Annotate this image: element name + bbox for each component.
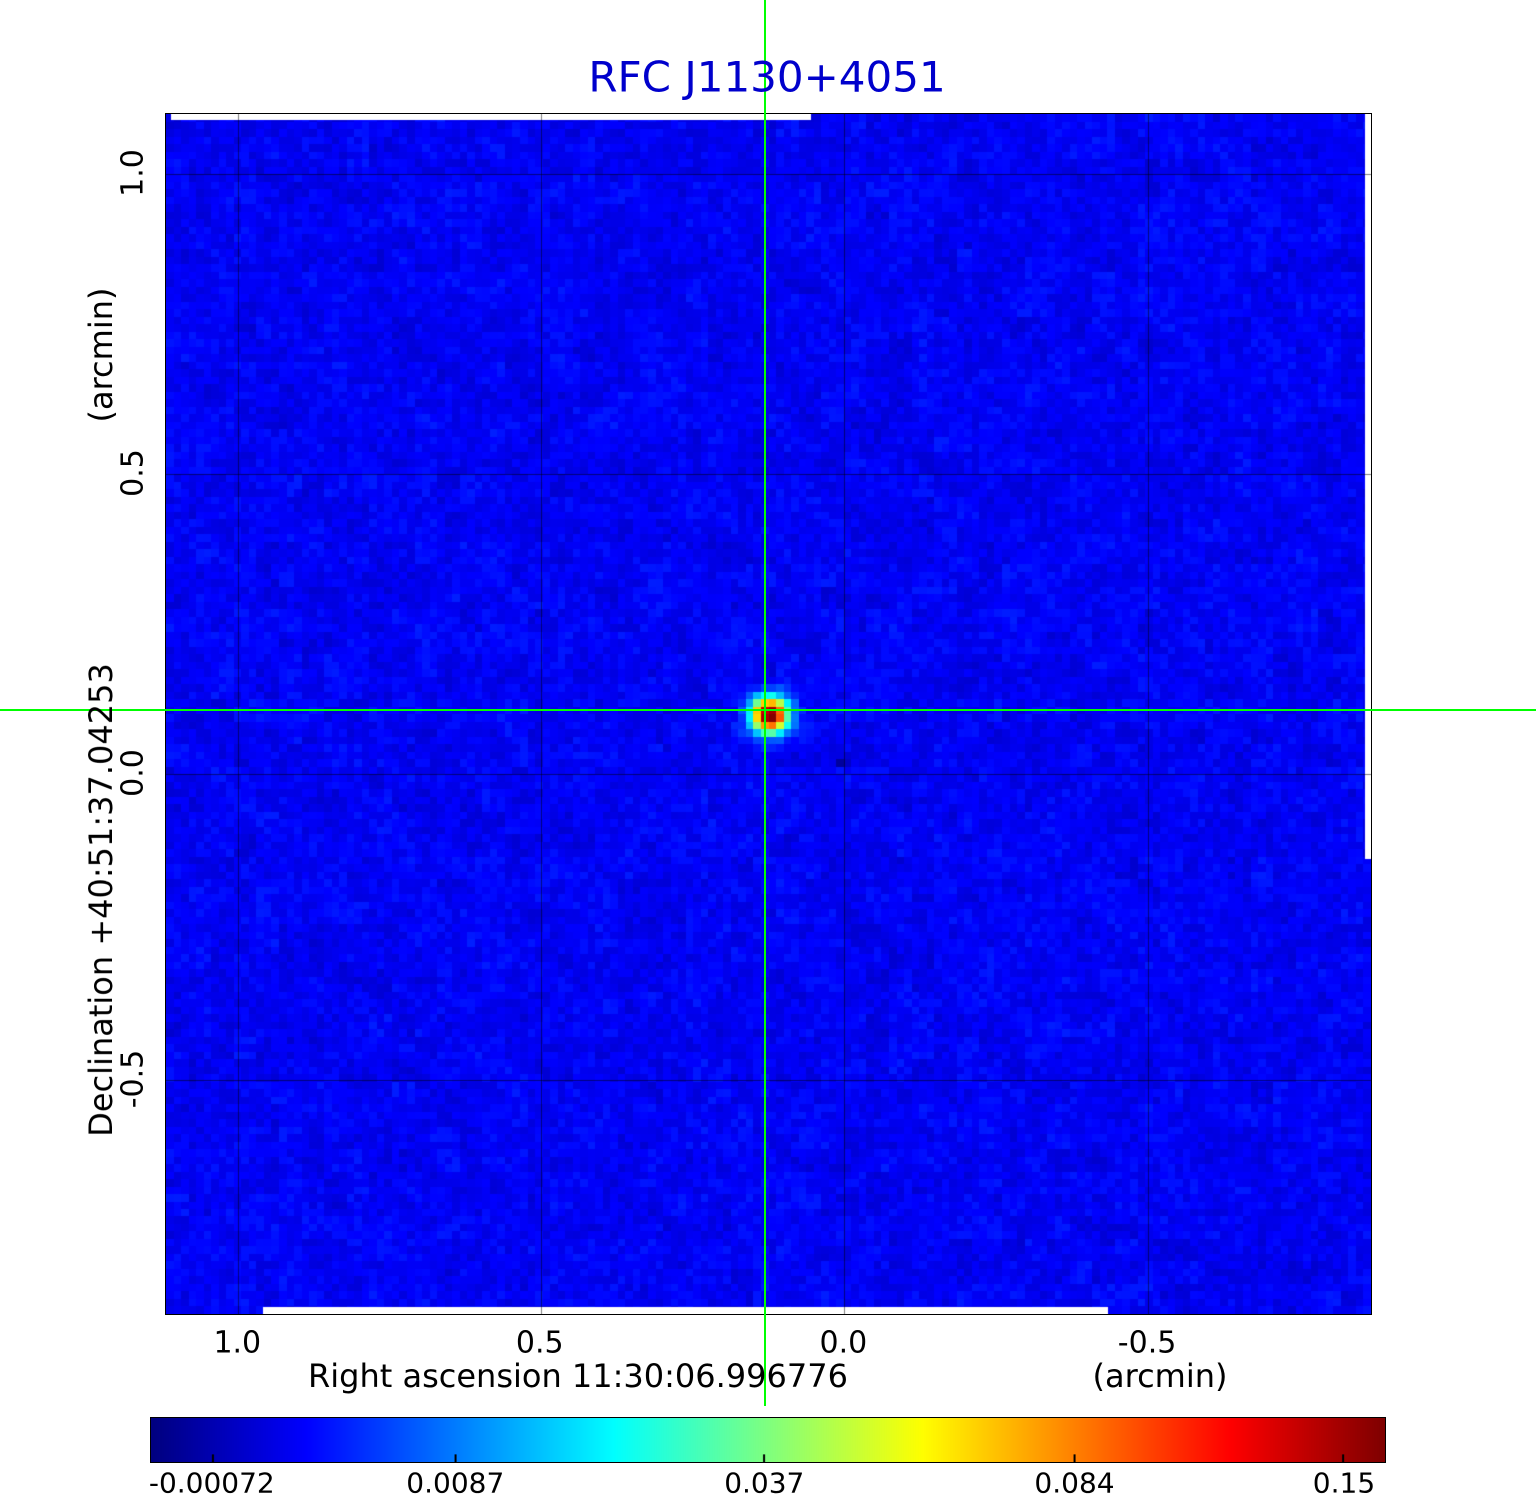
colorbar-tick-label: 0.15 [1312, 1466, 1376, 1500]
x-axis-unit-label: (arcmin) [1092, 1357, 1228, 1395]
x-axis-label: Right ascension 11:30:06.996776 [308, 1357, 848, 1395]
colorbar [150, 1417, 1386, 1463]
sky-image-plot [165, 113, 1372, 1315]
x-axis-tick-label: 1.0 [213, 1325, 262, 1361]
y-axis-tick-label: 0.5 [115, 449, 151, 497]
y-axis-tick-label: 0.0 [115, 749, 151, 797]
x-axis-tick-label: 0.5 [515, 1325, 564, 1361]
x-axis-tick-label: -0.5 [1117, 1325, 1177, 1361]
y-axis-tick-label: 1.0 [115, 149, 151, 197]
y-axis-tick-label: -0.5 [115, 1049, 151, 1109]
plot-title: RFC J1130+4051 [588, 52, 946, 102]
colorbar-tick-label: -0.00072 [148, 1466, 275, 1500]
y-axis-label: Declination +40:51:37.04253 [82, 663, 120, 1137]
crosshair-vertical-line [764, 0, 766, 1406]
y-axis-unit-label: (arcmin) [82, 287, 120, 423]
colorbar-tick-label: 0.0087 [406, 1466, 505, 1500]
colorbar-tick-label: 0.084 [1034, 1466, 1115, 1500]
sky-image-canvas [166, 114, 1371, 1314]
x-axis-tick-label: 0.0 [819, 1325, 868, 1361]
crosshair-horizontal-line [0, 709, 1536, 711]
colorbar-tick-label: 0.037 [724, 1466, 805, 1500]
